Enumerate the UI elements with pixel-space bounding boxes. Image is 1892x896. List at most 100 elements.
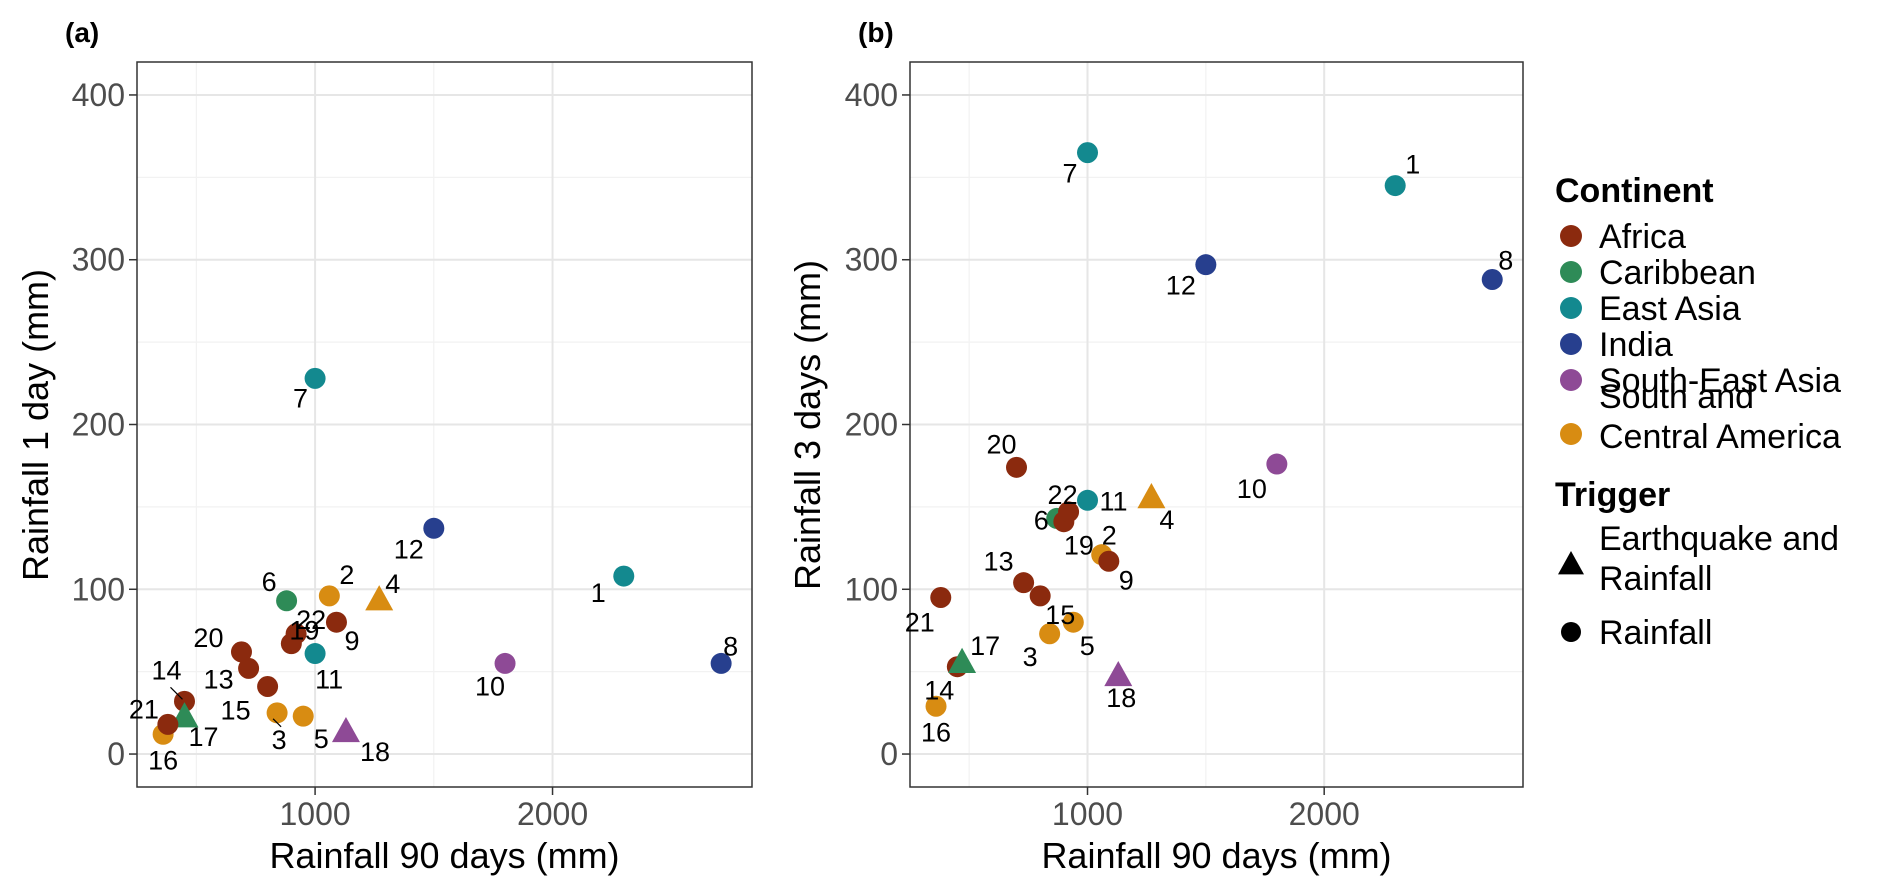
data-point-triangle: [365, 585, 394, 611]
point-label: 4: [385, 569, 400, 599]
point-label: 22: [1048, 480, 1078, 510]
data-point: [1098, 550, 1120, 572]
x-tick-label: 2000: [517, 796, 588, 832]
point-label: 12: [1166, 271, 1196, 301]
point-label: 8: [723, 631, 738, 661]
point-label: 20: [193, 623, 223, 653]
data-point: [1384, 175, 1406, 197]
x-tick-label: 2000: [1289, 796, 1360, 832]
point-label: 19: [289, 616, 319, 646]
data-point: [285, 623, 307, 645]
point-label: 17: [188, 722, 218, 752]
data-point: [230, 641, 252, 663]
point-label: 5: [1080, 631, 1095, 661]
y-tick-label: 100: [72, 571, 125, 607]
data-point: [1077, 142, 1099, 164]
point-label: 10: [1237, 474, 1267, 504]
data-point: [1481, 269, 1503, 290]
point-label: 15: [1045, 600, 1075, 630]
label-leader-line: [272, 718, 282, 728]
data-point: [1039, 623, 1061, 645]
data-point: [157, 713, 179, 735]
y-tick-label: 400: [845, 77, 898, 113]
legend-label: Rainfall: [1599, 560, 1712, 598]
legend-title-continent: Continent: [1555, 172, 1714, 210]
point-label: 9: [344, 626, 359, 656]
point-label: 14: [151, 655, 181, 685]
y-tick-label: 300: [845, 242, 898, 278]
point-label: 4: [1159, 505, 1174, 535]
y-tick-label: 200: [72, 407, 125, 443]
x-axis-title: Rainfall 90 days (mm): [269, 835, 619, 876]
point-label: 20: [986, 429, 1016, 459]
y-axis-title: Rainfall 3 days (mm): [787, 260, 828, 590]
legend-key-india: [1560, 333, 1582, 355]
point-label: 19: [1064, 531, 1094, 561]
point-label: 18: [360, 737, 390, 767]
legend-key-east-asia: [1560, 297, 1582, 319]
point-label: 6: [1034, 505, 1049, 535]
point-label: 13: [984, 547, 1014, 577]
point-label: 17: [970, 631, 1000, 661]
data-point: [238, 657, 260, 679]
y-tick-label: 100: [845, 571, 898, 607]
point-label: 1: [591, 578, 606, 608]
data-point: [423, 517, 445, 539]
legend-label: Rainfall: [1599, 614, 1712, 652]
y-tick-label: 200: [845, 407, 898, 443]
point-label: 9: [1119, 565, 1134, 595]
x-tick-label: 1000: [1052, 796, 1123, 832]
y-tick-label: 0: [107, 736, 125, 772]
point-label: 7: [293, 383, 308, 413]
point-label: 10: [475, 671, 505, 701]
panel-tag: (a): [65, 17, 99, 48]
point-label: 18: [1106, 683, 1136, 713]
data-point: [710, 652, 732, 674]
legend-label: Caribbean: [1599, 254, 1756, 292]
point-label: 2: [339, 560, 354, 590]
point-label: 1: [1405, 150, 1420, 180]
point-label: 7: [1062, 159, 1077, 189]
data-point: [1013, 572, 1035, 594]
data-point: [304, 367, 326, 389]
data-point: [1058, 501, 1080, 523]
point-label: 13: [204, 664, 234, 694]
data-point: [930, 587, 952, 609]
point-label: 21: [905, 608, 935, 638]
x-axis-title: Rainfall 90 days (mm): [1041, 835, 1391, 876]
legend-key-triangle: [1558, 551, 1584, 575]
point-label: 14: [924, 676, 954, 706]
legend-title-trigger: Trigger: [1555, 476, 1670, 514]
point-label: 22: [296, 605, 326, 635]
data-point: [257, 675, 279, 697]
point-label: 21: [129, 694, 159, 724]
point-label: 8: [1498, 246, 1513, 276]
legend-key-circle: [1561, 622, 1581, 642]
data-point-triangle: [331, 716, 360, 743]
x-tick-label: 1000: [279, 796, 350, 832]
y-tick-label: 400: [72, 77, 125, 113]
data-point-triangle: [1137, 483, 1166, 509]
point-label: 11: [315, 665, 343, 695]
point-label: 6: [262, 567, 277, 597]
data-point: [1062, 611, 1084, 633]
legend-key-caribbean: [1560, 261, 1582, 283]
data-point-triangle: [948, 647, 977, 673]
data-point: [1029, 585, 1051, 607]
panel-tag: (b): [858, 17, 894, 48]
point-label: 16: [148, 745, 178, 775]
legend-label: Earthquake and: [1599, 520, 1839, 558]
data-point: [1195, 254, 1217, 276]
legend-label: India: [1599, 326, 1673, 364]
point-label: 16: [921, 717, 951, 747]
legend-key-south-and-central-america: [1560, 423, 1582, 445]
data-point: [325, 611, 347, 633]
data-point: [1006, 456, 1028, 478]
data-point: [494, 652, 516, 674]
legend-label: South-East Asia: [1599, 362, 1841, 400]
point-label: 3: [1023, 642, 1038, 672]
point-label: 2: [1102, 521, 1117, 551]
legend-label: East Asia: [1599, 290, 1741, 328]
